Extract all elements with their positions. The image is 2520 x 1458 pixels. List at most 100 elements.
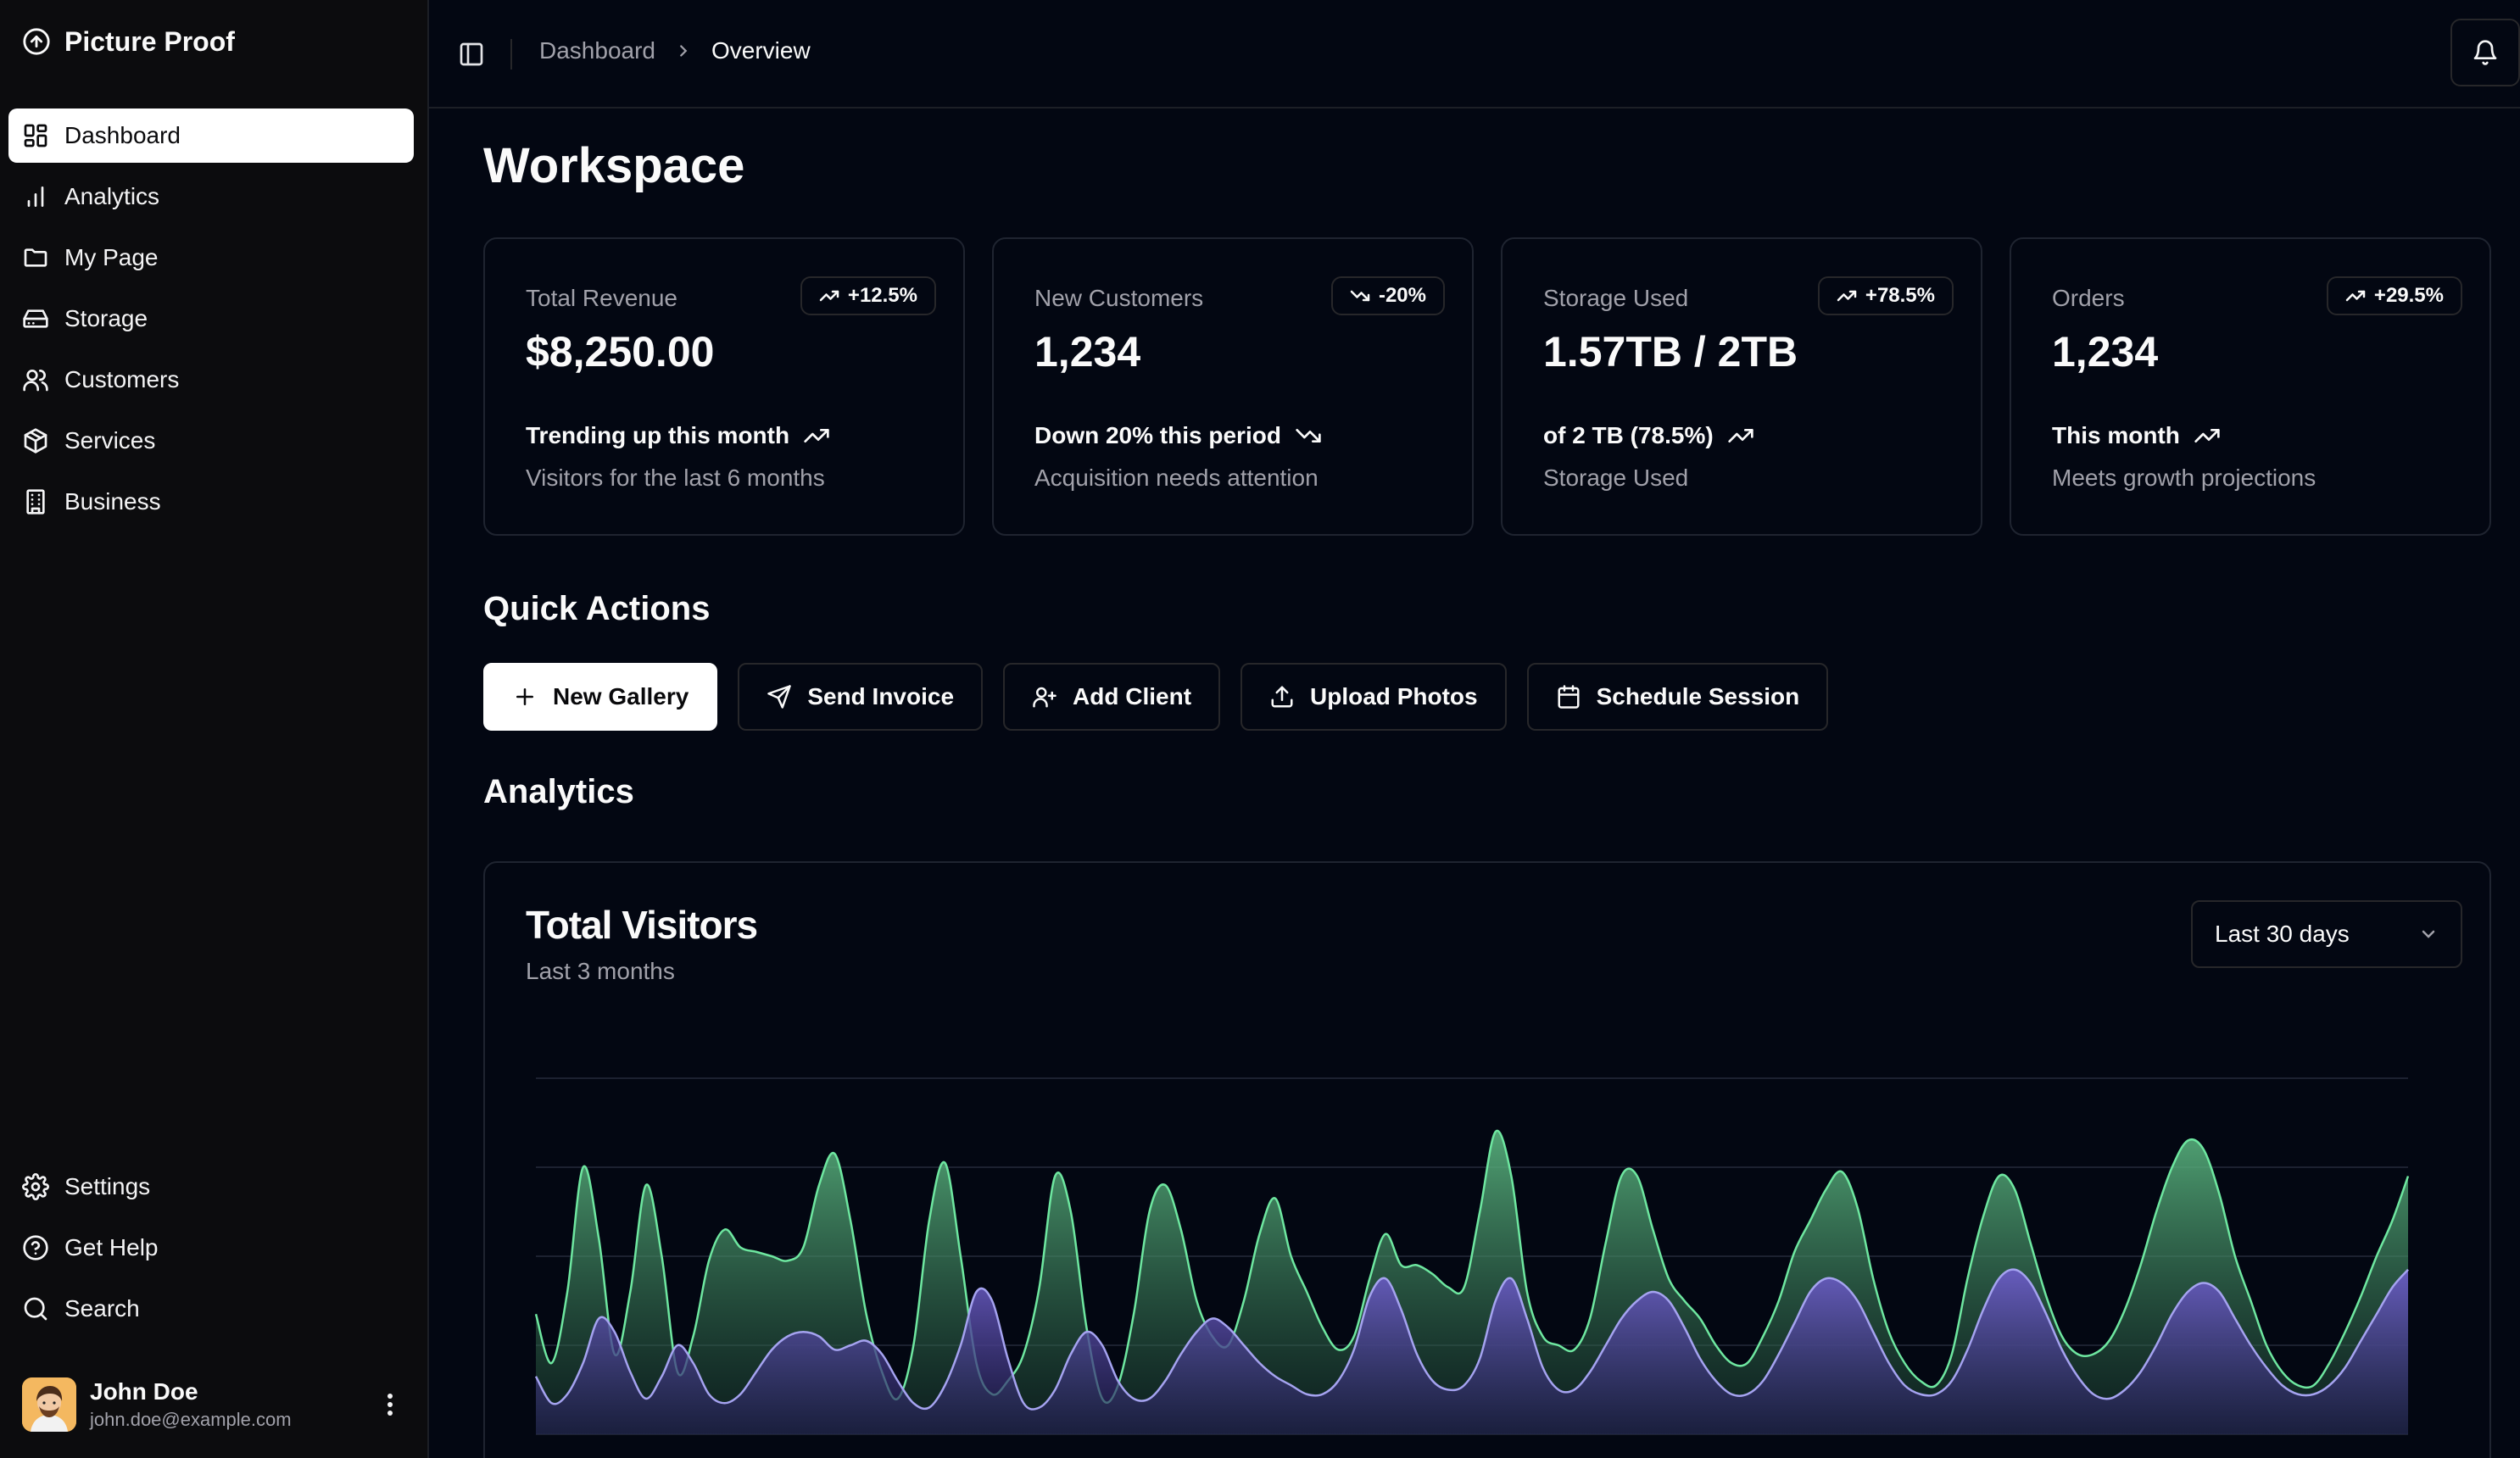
breadcrumb-dashboard-link[interactable]: Dashboard <box>539 37 655 64</box>
plus-icon <box>516 688 533 705</box>
users-icon <box>23 370 48 392</box>
sidebar-nav: Dashboard Analytics My Page Storage Cust… <box>8 109 414 536</box>
sidebar-item-my-page[interactable]: My Page <box>8 231 414 285</box>
stat-value: 1.57TB / 2TB <box>1543 328 1798 376</box>
add-client-button[interactable]: Add Client <box>1003 663 1221 731</box>
series-secondary-line <box>534 1268 2409 1411</box>
breadcrumb-current: Overview <box>711 37 811 64</box>
status-badge: -20% <box>1330 276 1445 315</box>
stat-subtext: Storage Used <box>1543 465 1689 491</box>
stat-subtext: Meets growth projections <box>2052 465 2317 491</box>
chart-title: Total Visitors <box>526 903 758 947</box>
chevron-right-icon <box>680 45 688 57</box>
trending-up-icon <box>819 290 839 302</box>
chevron-down-icon <box>2422 930 2435 938</box>
trend-text: Trending up this month <box>526 422 790 448</box>
button-label: New Gallery <box>553 683 689 710</box>
gear-icon <box>22 1173 49 1200</box>
visitors-area-chart <box>534 1077 2410 1435</box>
schedule-session-button[interactable]: Schedule Session <box>1526 663 1829 731</box>
sidebar-item-label: Dashboard <box>64 122 181 148</box>
search-icon <box>24 1297 47 1321</box>
avatar-illustration <box>22 1377 76 1432</box>
user-plus-icon <box>1033 687 1057 708</box>
stat-label: New Customers <box>1034 285 1204 311</box>
stat-trend: Down 20% this period <box>1034 422 1322 449</box>
bar-chart-icon <box>27 186 44 207</box>
stat-card-storage: Storage Used +78.5% 1.57TB / 2TB of 2 TB… <box>1501 237 1982 536</box>
sidebar-item-label: Services <box>64 427 156 454</box>
folder-icon <box>24 248 47 267</box>
status-badge: +12.5% <box>800 276 936 315</box>
send-icon <box>767 685 792 709</box>
user-profile[interactable]: John Doe john.doe@example.com <box>22 1375 405 1434</box>
stat-card-customers: New Customers -20% 1,234 Down 20% this p… <box>992 237 1474 536</box>
sidebar-item-label: Customers <box>64 366 180 392</box>
sidebar-item-search[interactable]: Search <box>8 1282 414 1336</box>
sidebar-secondary-nav: Settings Get Help Search <box>8 1160 414 1343</box>
more-vertical-icon[interactable] <box>375 1384 405 1425</box>
stat-trend: This month <box>2052 422 2221 449</box>
stats-cards: Total Revenue +12.5% $8,250.00 Trending … <box>483 237 2491 536</box>
stat-trend: of 2 TB (78.5%) <box>1543 422 1754 449</box>
trending-down-icon <box>1350 290 1370 302</box>
package-icon <box>24 428 47 454</box>
time-range-value: Last 30 days <box>2215 921 2350 947</box>
sidebar-item-dashboard[interactable]: Dashboard <box>8 109 414 163</box>
sidebar-item-customers[interactable]: Customers <box>8 353 414 407</box>
stat-trend: Trending up this month <box>526 422 830 449</box>
brand[interactable]: Picture Proof <box>22 22 235 61</box>
trend-text: Down 20% this period <box>1034 422 1281 448</box>
stat-subtext: Acquisition needs attention <box>1034 465 1319 491</box>
time-range-select[interactable]: Last 30 days <box>2191 900 2462 968</box>
notifications-button[interactable] <box>2450 19 2520 86</box>
stat-label: Orders <box>2052 285 2125 311</box>
button-label: Schedule Session <box>1596 683 1800 710</box>
app-name: Picture Proof <box>64 25 235 57</box>
header-divider <box>510 39 512 70</box>
user-email: john.doe@example.com <box>90 1409 292 1430</box>
breadcrumb: Dashboard Overview <box>539 37 811 64</box>
stat-value: 1,234 <box>1034 328 1141 376</box>
stat-subtext: Visitors for the last 6 months <box>526 465 825 491</box>
new-gallery-button[interactable]: New Gallery <box>483 663 718 731</box>
sidebar-item-label: Settings <box>64 1173 151 1199</box>
button-label: Add Client <box>1073 683 1192 710</box>
stat-label: Storage Used <box>1543 285 1689 311</box>
series-primary-line <box>534 1129 2410 1404</box>
upload-icon <box>1271 686 1293 708</box>
total-visitors-card: Total Visitors Last 3 months Last 30 day… <box>483 861 2491 1458</box>
trending-up-icon <box>1837 290 1857 302</box>
send-invoice-button[interactable]: Send Invoice <box>738 663 984 731</box>
trending-down-icon <box>1296 429 1321 442</box>
sidebar-item-label: Get Help <box>64 1234 159 1260</box>
sidebar-item-business[interactable]: Business <box>8 475 414 529</box>
trend-text: This month <box>2052 422 2180 448</box>
calendar-icon <box>1558 685 1580 709</box>
series-primary-area <box>536 1130 2408 1434</box>
quick-actions-title: Quick Actions <box>483 590 711 627</box>
badge-text: +78.5% <box>1865 284 1935 307</box>
sidebar-item-label: Storage <box>64 305 148 331</box>
stat-value: 1,234 <box>2052 328 2159 376</box>
sidebar-item-storage[interactable]: Storage <box>8 292 414 346</box>
sidebar-item-settings[interactable]: Settings <box>8 1160 414 1214</box>
trending-up-icon <box>804 429 829 442</box>
page-title: Workspace <box>483 138 745 193</box>
upload-photos-button[interactable]: Upload Photos <box>1240 663 1507 731</box>
status-badge: +29.5% <box>2326 276 2462 315</box>
stat-card-orders: Orders +29.5% 1,234 This month Meets gro… <box>2010 237 2491 536</box>
sidebar-item-get-help[interactable]: Get Help <box>8 1221 414 1275</box>
sidebar-item-label: My Page <box>64 244 159 270</box>
trending-up-icon <box>2194 429 2220 442</box>
hard-drive-icon <box>23 309 48 328</box>
avatar <box>22 1377 76 1432</box>
top-header: Dashboard Overview <box>429 0 2520 109</box>
sidebar-item-analytics[interactable]: Analytics <box>8 170 414 224</box>
button-label: Send Invoice <box>807 683 955 710</box>
badge-text: +29.5% <box>2373 284 2444 307</box>
sidebar-toggle-button[interactable] <box>454 37 488 71</box>
sidebar-item-services[interactable]: Services <box>8 414 414 468</box>
sidebar-item-label: Business <box>64 488 161 515</box>
stat-label: Total Revenue <box>526 285 678 311</box>
